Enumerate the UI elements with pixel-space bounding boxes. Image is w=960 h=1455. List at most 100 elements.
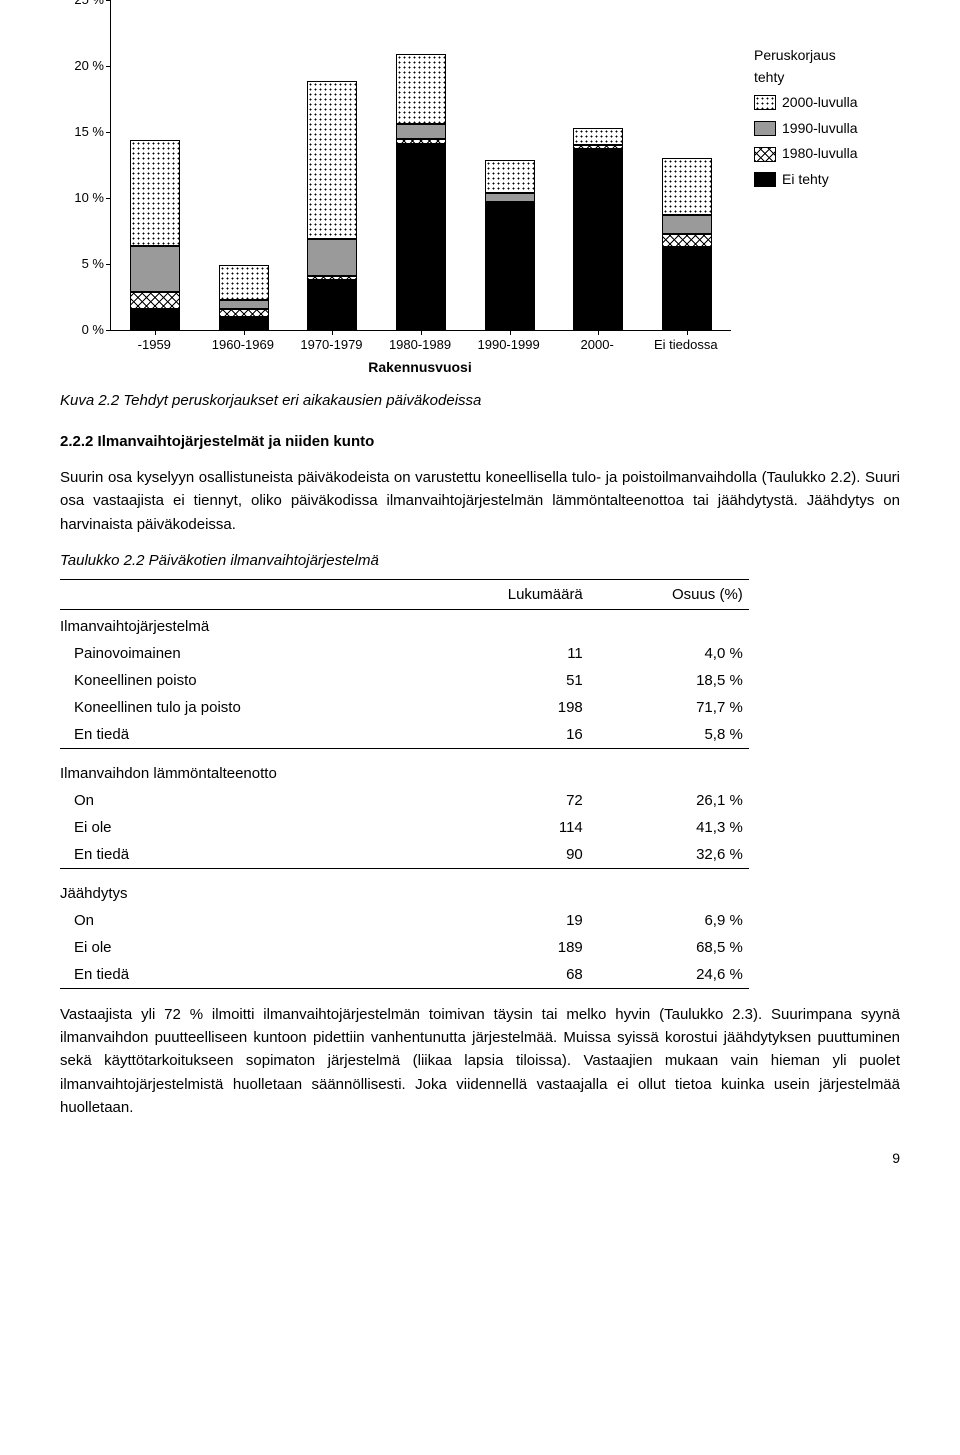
table-cell: Koneellinen poisto (60, 667, 421, 694)
bar-segment (573, 149, 623, 330)
bar-segment (573, 128, 623, 145)
bar-segment (130, 292, 180, 309)
table-cell: On (60, 787, 421, 814)
table-cell: 72 (421, 787, 589, 814)
table-caption: Taulukko 2.2 Päiväkotien ilmanvaihtojärj… (60, 550, 900, 571)
bar-segment (396, 124, 446, 139)
table-cell: Ei ole (60, 934, 421, 961)
table-cell: 90 (421, 841, 589, 869)
table-cell: 18,5 % (589, 667, 749, 694)
table-cell: 198 (421, 694, 589, 721)
x-tick-label: 1990-1999 (464, 336, 553, 354)
table-row: En tiedä6824,6 % (60, 961, 749, 989)
bar (396, 54, 446, 330)
table-cell: 19 (421, 907, 589, 934)
table-cell: 6,9 % (589, 907, 749, 934)
figure-caption: Kuva 2.2 Tehdyt peruskorjaukset eri aika… (60, 390, 900, 411)
stacked-bar-chart: 0 %5 %10 %15 %20 %25 % -19591960-1969197… (60, 0, 900, 380)
bar-segment (396, 144, 446, 330)
bar-segment (662, 215, 712, 233)
paragraph-1: Suurin osa kyselyyn osallistuneista päiv… (60, 466, 900, 536)
table-row: On196,9 % (60, 907, 749, 934)
table-cell: 16 (421, 721, 589, 749)
table-cell: 11 (421, 640, 589, 667)
x-axis-labels: -19591960-19691970-19791980-19891990-199… (110, 336, 730, 354)
bar-segment (219, 309, 269, 317)
table-cell: 26,1 % (589, 787, 749, 814)
legend-label: 2000-luvulla (782, 93, 858, 113)
bar (573, 128, 623, 330)
table-cell: Koneellinen tulo ja poisto (60, 694, 421, 721)
x-tick-label: Ei tiedossa (641, 336, 730, 354)
bar (130, 140, 180, 330)
data-table: Lukumäärä Osuus (%) Ilmanvaihtojärjestel… (60, 579, 749, 989)
bar (662, 158, 712, 330)
legend-title-1: Peruskorjaus (754, 46, 858, 66)
table-row: Ei ole18968,5 % (60, 934, 749, 961)
table-cell: 4,0 % (589, 640, 749, 667)
table-cell: 189 (421, 934, 589, 961)
swatch-dots-icon (754, 95, 776, 110)
legend-label: 1980-luvulla (782, 144, 858, 164)
bar-segment (130, 309, 180, 330)
legend-label: 1990-luvulla (782, 119, 858, 139)
bar (485, 160, 535, 330)
table-row: Koneellinen tulo ja poisto19871,7 % (60, 694, 749, 721)
bar-segment (662, 247, 712, 330)
bar-segment (219, 265, 269, 299)
table-row: En tiedä165,8 % (60, 721, 749, 749)
table-cell: 51 (421, 667, 589, 694)
y-tick-label: 25 % (74, 0, 104, 9)
page-number: 9 (60, 1149, 900, 1169)
table-cell: 68,5 % (589, 934, 749, 961)
chart-plot (110, 0, 731, 331)
table-group-title: Ilmanvaihtojärjestelmä (60, 609, 749, 640)
bar-segment (130, 140, 180, 246)
chart-legend: Peruskorjaus tehty 2000-luvulla 1990-luv… (754, 46, 858, 190)
table-cell: 114 (421, 814, 589, 841)
y-tick-label: 5 % (82, 255, 104, 273)
table-cell: 71,7 % (589, 694, 749, 721)
table-cell: 41,3 % (589, 814, 749, 841)
table-cell: 68 (421, 961, 589, 989)
y-tick-label: 15 % (74, 123, 104, 141)
table-row: Ei ole11441,3 % (60, 814, 749, 841)
x-axis-title: Rakennusvuosi (110, 358, 730, 378)
table-row: Koneellinen poisto5118,5 % (60, 667, 749, 694)
table-cell: On (60, 907, 421, 934)
bar-segment (307, 81, 357, 239)
y-tick-label: 10 % (74, 189, 104, 207)
table-row: En tiedä9032,6 % (60, 841, 749, 869)
section-heading: 2.2.2 Ilmanvaihtojärjestelmät ja niiden … (60, 431, 900, 452)
bar (307, 81, 357, 330)
legend-item-eitehty: Ei tehty (754, 170, 858, 190)
bar-segment (396, 54, 446, 124)
bar-segment (485, 202, 535, 330)
table-cell: 5,8 % (589, 721, 749, 749)
bar-segment (307, 239, 357, 276)
table-cell: 32,6 % (589, 841, 749, 869)
legend-item-2000: 2000-luvulla (754, 93, 858, 113)
legend-item-1980: 1980-luvulla (754, 144, 858, 164)
table-header-empty (60, 579, 421, 609)
bar-segment (662, 234, 712, 247)
bar-segment (485, 160, 535, 193)
y-tick-label: 0 % (82, 321, 104, 339)
legend-label: Ei tehty (782, 170, 829, 190)
table-row: On7226,1 % (60, 787, 749, 814)
bar-segment (130, 246, 180, 292)
x-tick-label: 1970-1979 (287, 336, 376, 354)
table-cell: En tiedä (60, 721, 421, 749)
table-header-pct: Osuus (%) (589, 579, 749, 609)
legend-title-2: tehty (754, 68, 858, 88)
y-axis: 0 %5 %10 %15 %20 %25 % (60, 0, 110, 330)
table-row: Painovoimainen114,0 % (60, 640, 749, 667)
bar-segment (662, 158, 712, 215)
bar-segment (485, 193, 535, 202)
table-cell: Painovoimainen (60, 640, 421, 667)
swatch-crosshatch-icon (754, 147, 776, 162)
legend-item-1990: 1990-luvulla (754, 119, 858, 139)
bar-segment (307, 280, 357, 330)
table-cell: Ei ole (60, 814, 421, 841)
table-group-title: Ilmanvaihdon lämmöntalteenotto (60, 748, 749, 787)
